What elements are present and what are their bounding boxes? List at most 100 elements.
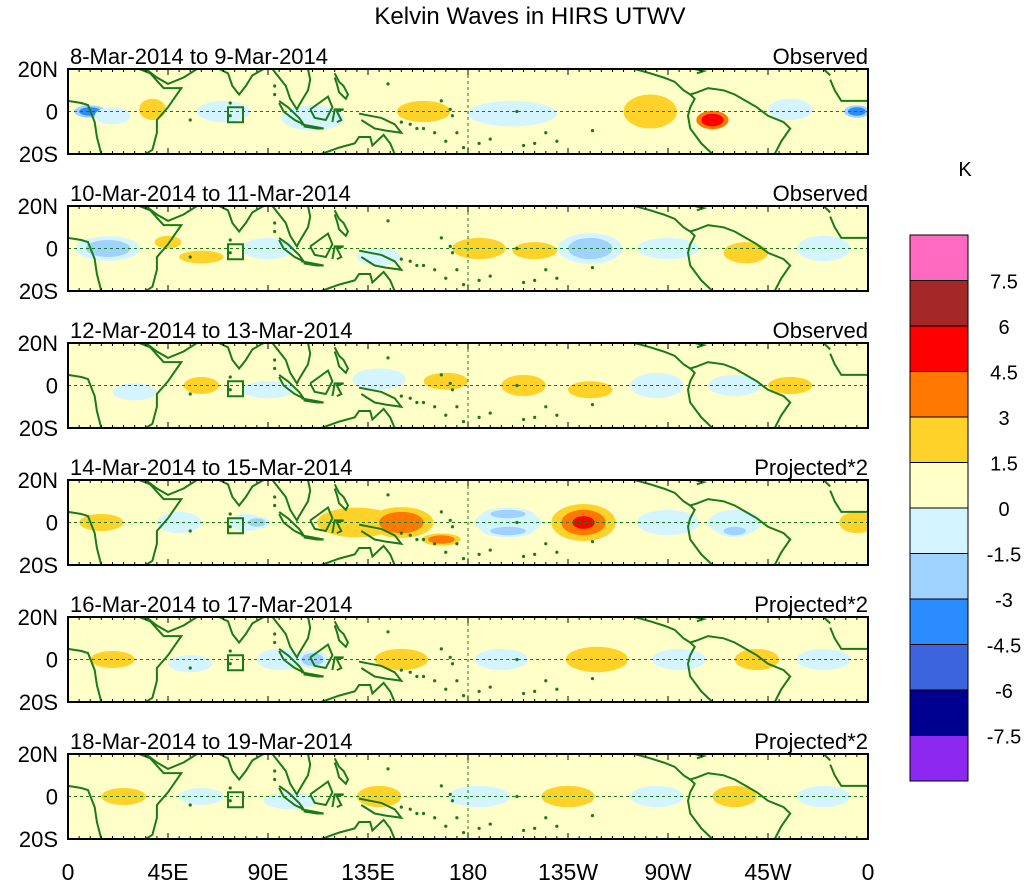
island bbox=[386, 219, 390, 223]
island bbox=[188, 803, 192, 807]
island bbox=[415, 263, 419, 268]
colorbar-swatch bbox=[909, 553, 969, 600]
island bbox=[461, 283, 466, 287]
island bbox=[461, 694, 466, 698]
coastline bbox=[822, 754, 831, 762]
island bbox=[533, 141, 537, 145]
coastline bbox=[301, 123, 324, 130]
coastline bbox=[145, 617, 198, 634]
island bbox=[477, 689, 481, 693]
y-tick-label: 20N bbox=[18, 605, 58, 630]
island bbox=[421, 400, 426, 405]
coastline bbox=[634, 617, 792, 702]
island bbox=[188, 255, 192, 259]
contour-blob bbox=[301, 653, 324, 666]
island bbox=[415, 811, 419, 816]
coastline bbox=[320, 407, 396, 428]
coastline bbox=[822, 206, 831, 214]
coastline bbox=[320, 270, 396, 291]
island bbox=[461, 420, 466, 424]
contour-blob bbox=[501, 374, 546, 397]
island bbox=[544, 816, 548, 820]
colorbar-label: 4.5 bbox=[990, 363, 1018, 385]
island bbox=[439, 99, 443, 103]
coastline bbox=[218, 617, 265, 645]
colorbar-swatch bbox=[909, 507, 969, 554]
island bbox=[386, 493, 390, 497]
coastline bbox=[145, 754, 198, 771]
coastline bbox=[309, 95, 334, 122]
island bbox=[444, 687, 448, 691]
colorbar-label: -3 bbox=[995, 590, 1013, 612]
coastline bbox=[679, 69, 708, 75]
island bbox=[544, 131, 548, 135]
panel: 10-Mar-2014 to 11-Mar-2014 Observed 20N 0 20… bbox=[18, 181, 869, 304]
colorbar-unit: K bbox=[958, 159, 972, 181]
island bbox=[421, 126, 426, 131]
coastline bbox=[218, 343, 265, 371]
island bbox=[415, 537, 419, 542]
coastline bbox=[634, 69, 792, 154]
coastline bbox=[271, 206, 312, 249]
island bbox=[544, 679, 548, 683]
island bbox=[273, 503, 277, 508]
coastline bbox=[309, 506, 334, 533]
island bbox=[408, 670, 412, 674]
island bbox=[533, 826, 537, 830]
contour-blob bbox=[796, 235, 851, 262]
contour-blob bbox=[79, 514, 124, 531]
island bbox=[488, 274, 492, 278]
colorbar-swatch bbox=[909, 598, 969, 645]
coastlines bbox=[68, 69, 868, 154]
contour-blob bbox=[94, 107, 131, 125]
island bbox=[450, 251, 455, 255]
island bbox=[544, 405, 548, 409]
island bbox=[399, 668, 403, 672]
coastline bbox=[301, 260, 324, 267]
colorbar-swatch bbox=[909, 234, 969, 281]
figure-title: Kelvin Waves in HIRS UTWV bbox=[374, 3, 685, 30]
island bbox=[408, 533, 412, 537]
island bbox=[488, 548, 492, 552]
island bbox=[439, 510, 443, 514]
island bbox=[228, 101, 232, 105]
island bbox=[228, 786, 232, 790]
island bbox=[488, 411, 492, 415]
contour-blob bbox=[652, 648, 706, 671]
x-tick-label: 90W bbox=[644, 859, 692, 885]
colorbar-swatch bbox=[909, 644, 969, 691]
island bbox=[590, 129, 595, 133]
island bbox=[399, 257, 403, 261]
coastline bbox=[68, 206, 184, 291]
island bbox=[590, 677, 595, 681]
coastline bbox=[309, 369, 334, 396]
coastline bbox=[679, 754, 708, 760]
colorbar-swatch bbox=[909, 416, 969, 463]
island bbox=[408, 396, 412, 400]
colorbar-label: -7.5 bbox=[987, 727, 1021, 749]
contour-blob bbox=[356, 785, 402, 808]
island bbox=[386, 82, 390, 86]
island bbox=[399, 531, 403, 535]
coastline bbox=[679, 480, 708, 486]
coastline bbox=[320, 681, 396, 702]
x-tick-label: 45W bbox=[744, 859, 792, 885]
colorbar-label: -4.5 bbox=[987, 636, 1021, 658]
island bbox=[273, 366, 277, 371]
x-tick-label: 45E bbox=[148, 859, 189, 885]
contour-blob bbox=[839, 511, 868, 534]
y-tick-label: 20S bbox=[19, 553, 58, 578]
island bbox=[444, 550, 448, 554]
contour-blob bbox=[196, 100, 251, 123]
island bbox=[590, 540, 595, 544]
coastline bbox=[68, 480, 184, 565]
island bbox=[590, 403, 595, 407]
panel-kind: Projected*2 bbox=[754, 455, 868, 480]
contour-blob bbox=[723, 526, 746, 536]
x-tick-label: 180 bbox=[449, 859, 487, 885]
x-tick-label: 135W bbox=[538, 859, 598, 885]
island bbox=[415, 126, 419, 131]
coastline bbox=[679, 206, 708, 212]
coastline bbox=[271, 69, 312, 112]
y-tick-label: 0 bbox=[46, 374, 58, 399]
